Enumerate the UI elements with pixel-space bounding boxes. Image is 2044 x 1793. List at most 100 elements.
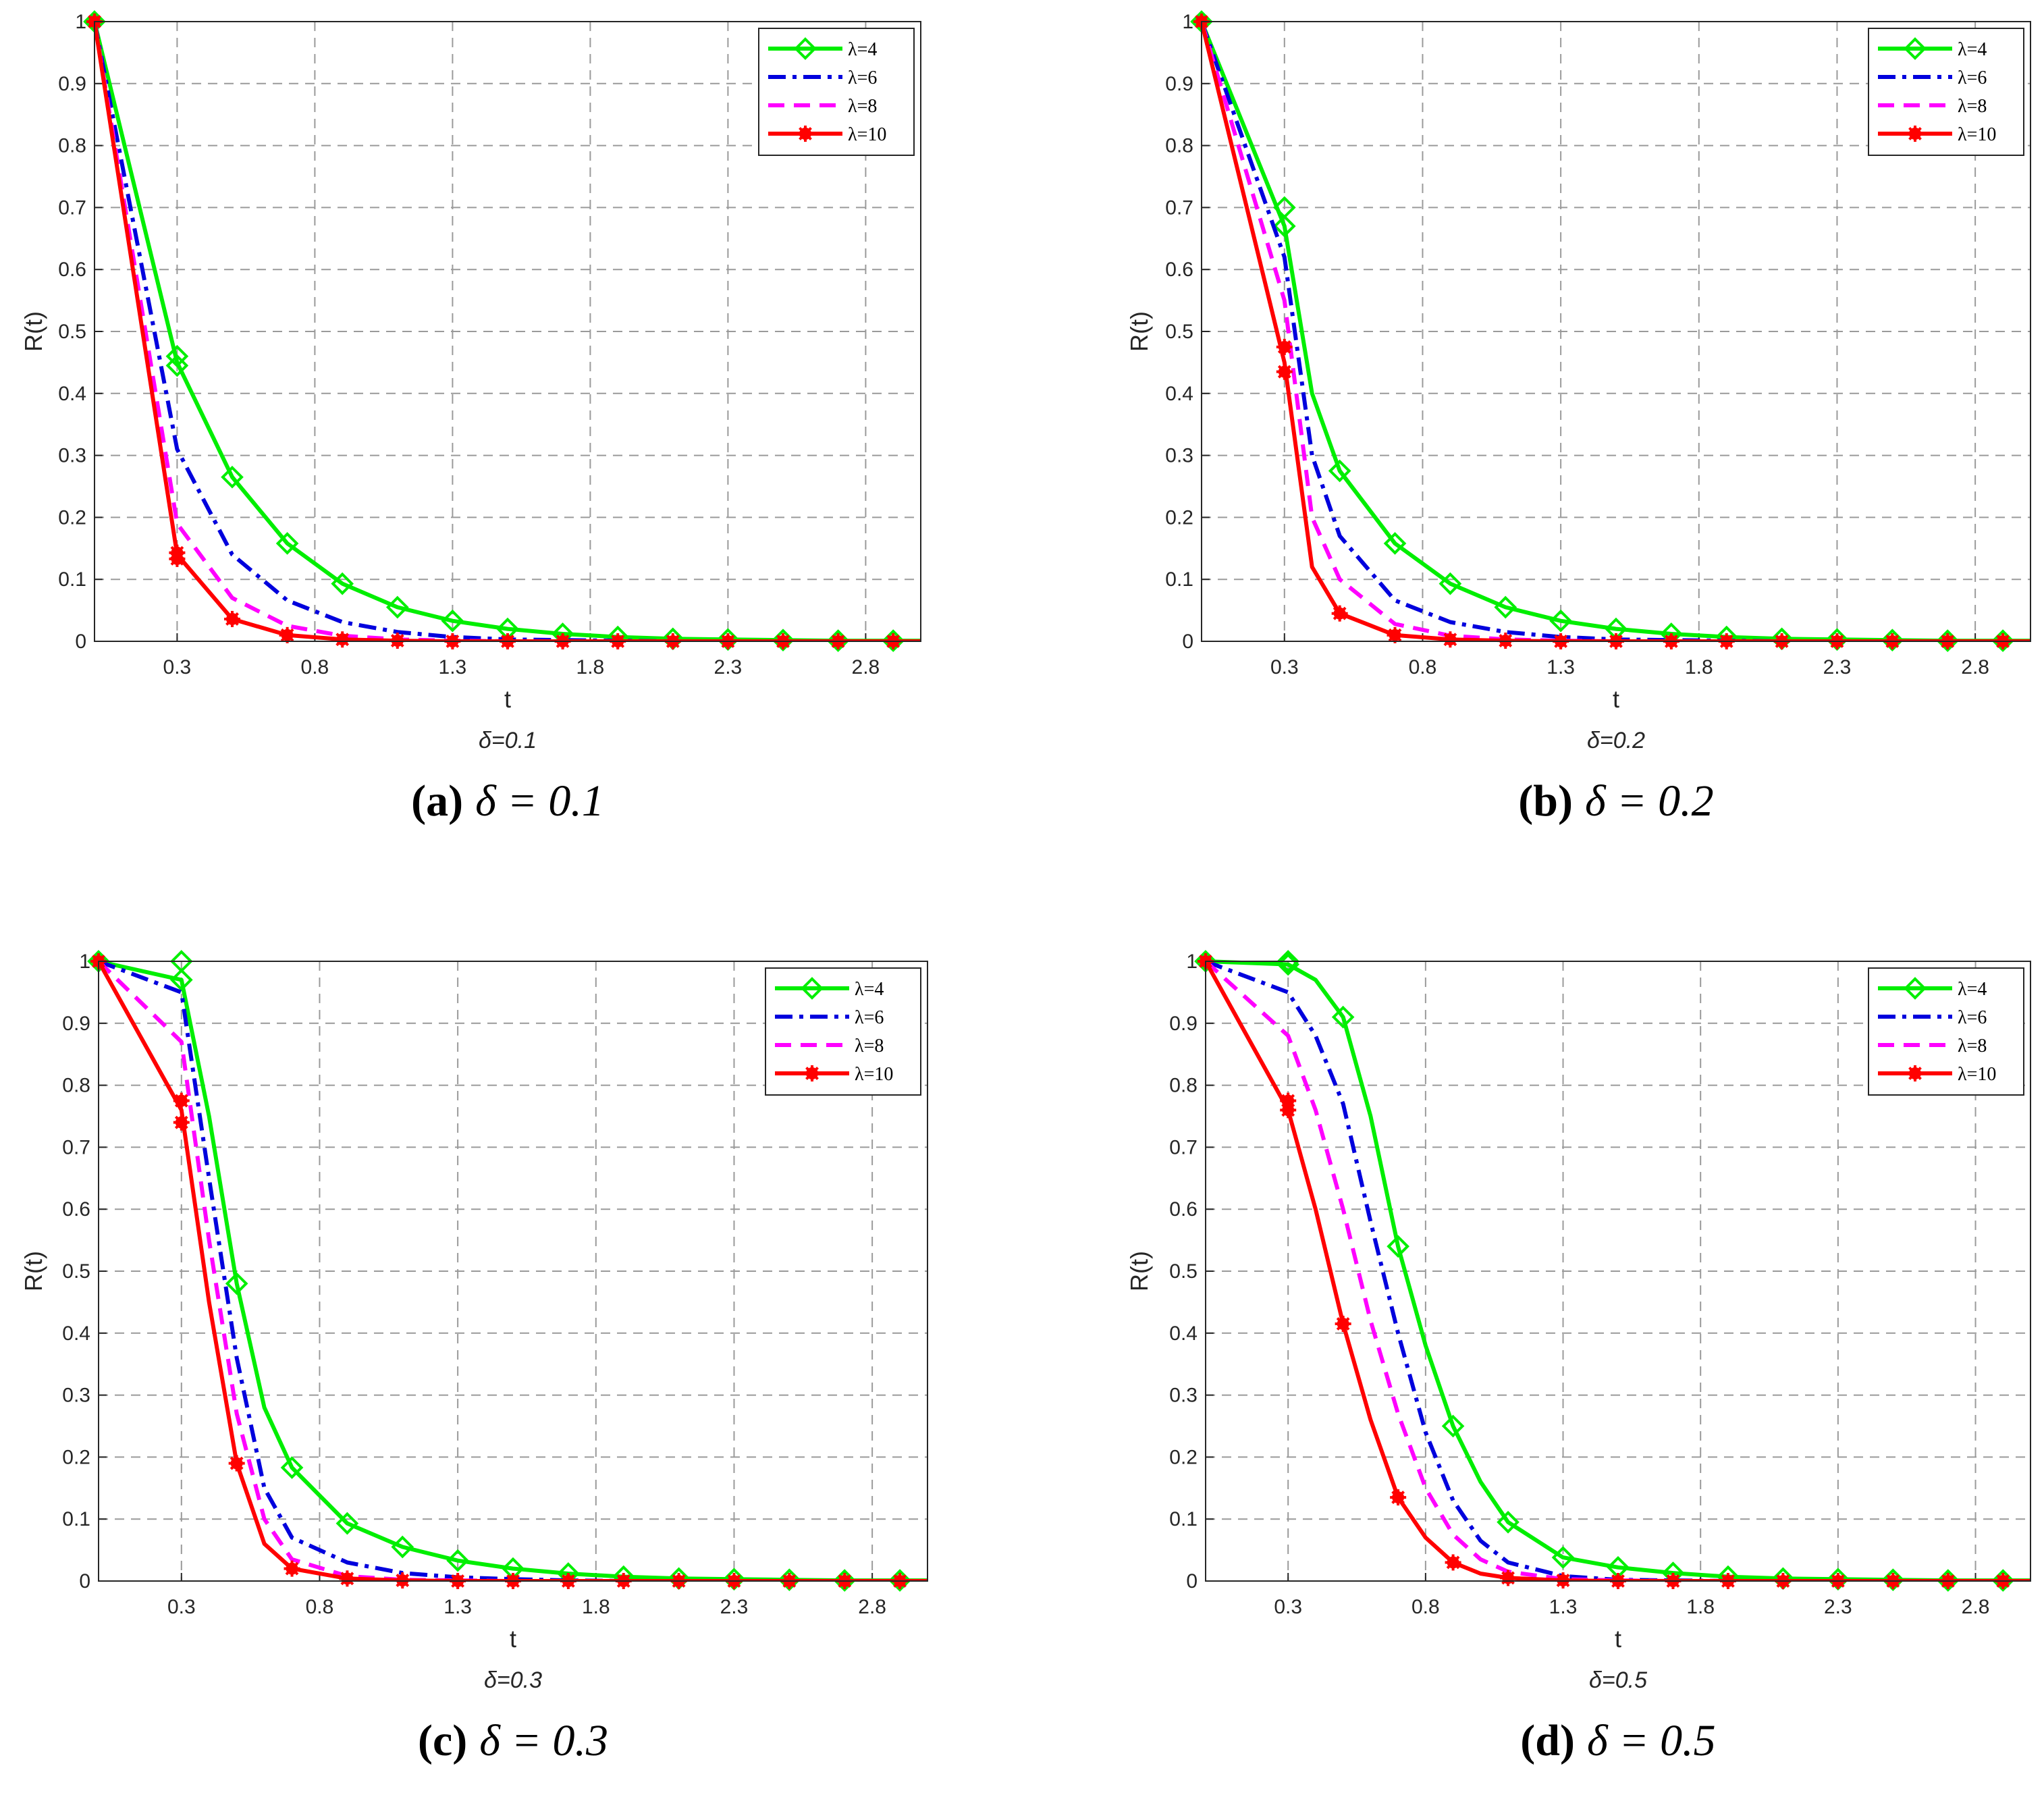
legend-label: λ=8 [848, 96, 877, 117]
subplot-title: δ=0.5 [1589, 1667, 1647, 1693]
chart-panel-c: 0 0.1 0.2 0.3 0.4 0.5 0.6 0.7 0.8 0.9 1 0.3 0.8 1.3 1.… [20, 950, 928, 1765]
marker-spoke [174, 1115, 188, 1129]
y-tick-label: 0.6 [58, 259, 86, 281]
legend-label: λ=10 [1958, 124, 1996, 145]
data-point [339, 1570, 356, 1587]
marker-spoke [1336, 1317, 1350, 1331]
series-3 [1206, 959, 2030, 1581]
legend-marker [1907, 126, 1923, 142]
data-point [882, 629, 905, 652]
y-tick-label: 0.6 [1165, 259, 1193, 281]
legend-marker [801, 977, 824, 1000]
series-line [1206, 960, 2030, 1581]
data-point [1335, 1316, 1351, 1333]
y-tick-label: 0.2 [1165, 506, 1193, 529]
legend: λ=4 λ=6 λ=8 λ=10 [1868, 967, 2024, 1096]
data-point [1991, 629, 2014, 652]
x-tick-label: 1.8 [576, 656, 605, 678]
legend-marker [1904, 977, 1927, 1000]
chart-panel-b: 0 0.1 0.2 0.3 0.4 0.5 0.6 0.7 0.8 0.9 1 0.3 0.8 1.3 1.… [1125, 10, 2031, 826]
y-axis-label: R(t) [20, 311, 47, 352]
subplot-title: δ=0.3 [484, 1667, 542, 1693]
series-4 [86, 14, 921, 649]
data-point [221, 465, 244, 489]
y-tick-label: 1 [1186, 951, 1198, 973]
x-tick-label: 0.8 [301, 656, 329, 678]
y-tick-label: 0.1 [1169, 1508, 1198, 1530]
y-tick-label: 0.1 [62, 1508, 90, 1530]
data-point [165, 354, 189, 377]
y-tick-label: 0.7 [1169, 1136, 1198, 1158]
data-point [275, 532, 299, 555]
y-tick-label: 1 [75, 11, 86, 33]
data-point [1328, 459, 1351, 483]
data-point [334, 631, 351, 648]
legend-marker [1904, 37, 1927, 60]
grid [95, 22, 921, 641]
x-tick-label: 1.3 [1549, 1596, 1578, 1618]
data-point [1387, 1235, 1409, 1258]
caption-letter: (d) [1520, 1716, 1575, 1765]
series-3 [99, 959, 927, 1581]
caption-letter: (c) [418, 1716, 467, 1765]
series-2 [99, 959, 927, 1581]
data-point [169, 968, 193, 992]
data-point [1390, 1489, 1407, 1506]
y-tick-label: 0.9 [58, 73, 86, 95]
x-tick-label: 0.8 [1409, 656, 1437, 678]
legend-label: λ=10 [1958, 1064, 1996, 1085]
caption-letter: (b) [1518, 776, 1573, 826]
marker-spoke [799, 127, 812, 140]
grid [1202, 22, 2030, 641]
y-tick-label: 0.3 [1169, 1385, 1198, 1407]
legend: λ=4 λ=6 λ=8 λ=10 [1868, 28, 2024, 156]
series-line [1206, 959, 2030, 1581]
data-point [1881, 628, 1904, 651]
y-tick-label: 0.8 [62, 1075, 90, 1097]
x-tick-label: 0.3 [1270, 656, 1299, 678]
caption-math: δ = 0.1 [475, 776, 604, 826]
data-point [1438, 572, 1462, 595]
data-point [1441, 1414, 1465, 1438]
x-tick-label: 0.3 [163, 656, 192, 678]
data-point [1276, 363, 1293, 380]
y-tick-label: 0.4 [1165, 383, 1193, 405]
data-point [1936, 1569, 1960, 1592]
x-axis-label: t [510, 1625, 516, 1653]
series-line [99, 960, 927, 1581]
y-tick-label: 0.9 [62, 1013, 90, 1035]
data-point [1442, 631, 1459, 648]
y-tick-label: 0 [75, 631, 86, 653]
series-line [99, 959, 927, 1581]
plot-border [98, 961, 928, 1582]
marker-spoke [280, 628, 294, 642]
marker-spoke [805, 1067, 819, 1080]
data-point [1497, 1510, 1519, 1534]
plot-border [1205, 961, 2031, 1582]
data-point [1272, 215, 1296, 238]
legend-label: λ=10 [855, 1064, 893, 1085]
marker-spoke [174, 1094, 188, 1108]
data-point [385, 595, 409, 619]
y-axis-ticks: 0 0.1 0.2 0.3 0.4 0.5 0.6 0.7 0.8 0.9 1 [62, 951, 107, 1593]
marker-spoke [1277, 340, 1291, 354]
marker-spoke [285, 1561, 299, 1576]
data-point [778, 1568, 801, 1591]
x-tick-label: 2.8 [1962, 1596, 1990, 1618]
series-line [1202, 21, 2030, 641]
x-tick-label: 0.8 [1411, 1596, 1440, 1618]
data-point [1276, 950, 1300, 973]
data-point [1280, 1102, 1297, 1119]
y-tick-label: 0.9 [1169, 1013, 1198, 1035]
y-tick-label: 0.1 [1165, 568, 1193, 591]
legend: λ=4 λ=6 λ=8 λ=10 [758, 28, 915, 156]
data-point [1331, 605, 1348, 622]
y-tick-label: 0.3 [62, 1385, 90, 1407]
x-tick-label: 2.8 [858, 1596, 886, 1618]
data-point [888, 1569, 911, 1592]
marker-spoke [1501, 1571, 1515, 1585]
x-tick-label: 2.3 [1824, 1596, 1852, 1618]
caption-letter: (a) [411, 776, 463, 826]
data-point [826, 629, 850, 652]
data-point [280, 1456, 304, 1479]
